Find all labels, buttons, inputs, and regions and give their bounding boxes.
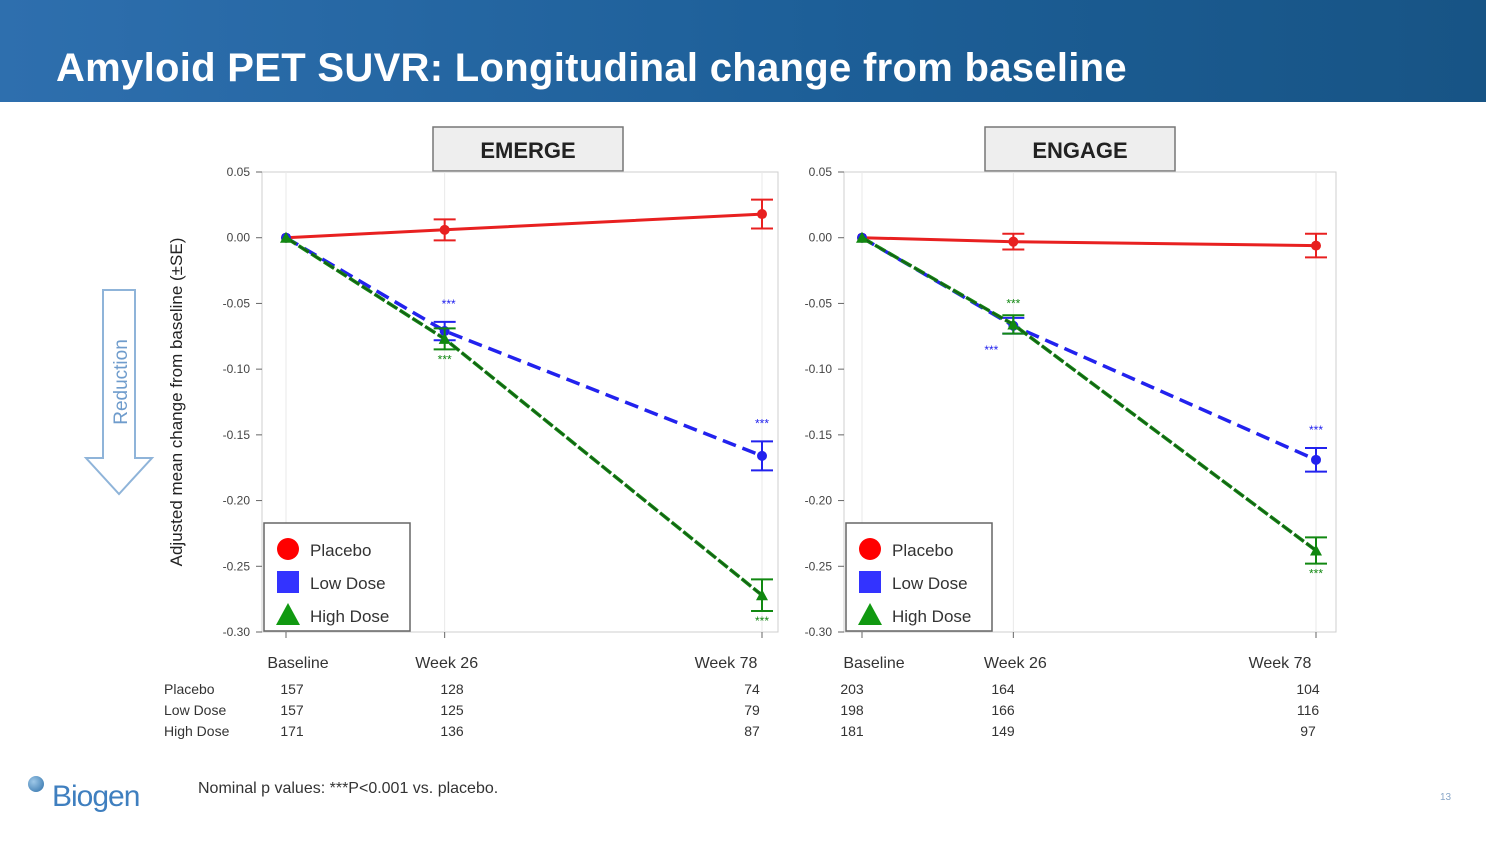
page-title: Amyloid PET SUVR: Longitudinal change fr… [56, 46, 1127, 90]
significance-marker: *** [984, 343, 998, 357]
y-tick-label: -0.15 [223, 428, 251, 442]
n-table-value: 181 [840, 723, 864, 739]
y-tick-label: -0.20 [805, 494, 833, 508]
n-table-value: 157 [280, 702, 304, 718]
legend-circle-icon [277, 538, 299, 560]
legend-square-icon [859, 571, 881, 593]
panel-title-tab [984, 126, 1176, 172]
data-point [439, 224, 450, 235]
y-tick-label: -0.20 [223, 494, 251, 508]
n-table-value: 97 [1300, 723, 1316, 739]
logo-icon [28, 776, 44, 792]
y-axis-label: Adjusted mean change from baseline (±SE) [167, 238, 186, 567]
y-tick-label: -0.05 [805, 296, 833, 310]
n-table-value: 164 [991, 681, 1015, 697]
data-point [757, 450, 767, 461]
significance-marker: *** [438, 352, 452, 366]
n-table-value: 166 [991, 702, 1015, 718]
legend-square-icon [277, 571, 299, 593]
data-point [1008, 236, 1019, 247]
legend-circle-icon [859, 538, 881, 560]
x-tick-label: Week 26 [984, 655, 1047, 672]
legend-label: High Dose [310, 607, 389, 626]
n-table-row-label: Low Dose [164, 702, 226, 718]
x-tick-label: Week 78 [695, 655, 758, 672]
y-tick-label: -0.15 [805, 428, 833, 442]
data-point [280, 231, 292, 243]
y-tick-label: -0.30 [805, 625, 833, 639]
y-tick-label: 0.00 [809, 231, 833, 245]
y-tick-label: -0.05 [223, 296, 251, 310]
legend-label: Placebo [892, 541, 953, 560]
data-point [1310, 544, 1322, 556]
y-tick-label: -0.10 [805, 362, 833, 376]
legend-triangle-icon [858, 603, 882, 625]
page-number: 13 [1440, 792, 1452, 803]
significance-marker: *** [755, 416, 769, 430]
x-tick-label: Week 26 [415, 655, 478, 672]
footnote: Nominal p values: ***P<0.001 vs. placebo… [198, 780, 499, 797]
n-table-value: 149 [991, 723, 1015, 739]
panel-title: EMERGE [480, 138, 575, 163]
n-table-row-label: Placebo [164, 681, 215, 697]
n-table-value: 79 [744, 702, 760, 718]
significance-marker: *** [1309, 567, 1323, 581]
legend-triangle-icon [276, 603, 300, 625]
y-tick-label: -0.10 [223, 362, 251, 376]
y-tick-label: -0.30 [223, 625, 251, 639]
n-table-row-label: High Dose [164, 723, 230, 739]
logo-text: Biogen [52, 780, 140, 813]
legend-label: Low Dose [310, 574, 386, 593]
data-point [756, 589, 768, 601]
y-tick-label: 0.00 [227, 231, 251, 245]
panel-title-tab [432, 126, 624, 172]
data-point [1007, 318, 1020, 330]
n-table-value: 74 [744, 681, 760, 697]
data-point [1311, 240, 1321, 251]
n-table-value: 157 [280, 681, 304, 697]
x-tick-label: Baseline [267, 655, 328, 672]
significance-marker: *** [442, 297, 456, 311]
panel-title: ENGAGE [1032, 138, 1127, 163]
n-table-value: 128 [440, 681, 464, 697]
n-table-value: 125 [440, 702, 464, 718]
y-tick-label: 0.05 [227, 165, 251, 179]
significance-marker: *** [1309, 423, 1323, 437]
data-point [856, 231, 868, 243]
reduction-arrow-icon [83, 289, 155, 496]
y-tick-label: 0.05 [809, 165, 833, 179]
n-table-value: 104 [1296, 681, 1320, 697]
n-table-value: 203 [840, 681, 864, 697]
series-line-low-dose [285, 236, 763, 458]
x-tick-label: Baseline [843, 655, 904, 672]
legend-label: Placebo [310, 541, 371, 560]
y-tick-label: -0.25 [223, 559, 251, 573]
n-table-value: 87 [744, 723, 760, 739]
legend-label: High Dose [892, 607, 971, 626]
title-banner: Amyloid PET SUVR: Longitudinal change fr… [0, 0, 1486, 102]
reduction-label: Reduction [111, 339, 132, 425]
x-tick-label: Week 78 [1249, 655, 1312, 672]
n-table-value: 198 [840, 702, 864, 718]
legend-label: Low Dose [892, 574, 968, 593]
n-table-value: 171 [280, 723, 304, 739]
n-table-value: 116 [1297, 702, 1320, 718]
significance-marker: *** [755, 614, 769, 628]
n-table-value: 136 [440, 723, 464, 739]
data-point [757, 209, 767, 220]
biogen-logo: Biogen [28, 770, 158, 820]
data-point [438, 332, 451, 344]
significance-marker: *** [1006, 296, 1020, 310]
data-point [1311, 454, 1321, 465]
y-tick-label: -0.25 [805, 559, 833, 573]
